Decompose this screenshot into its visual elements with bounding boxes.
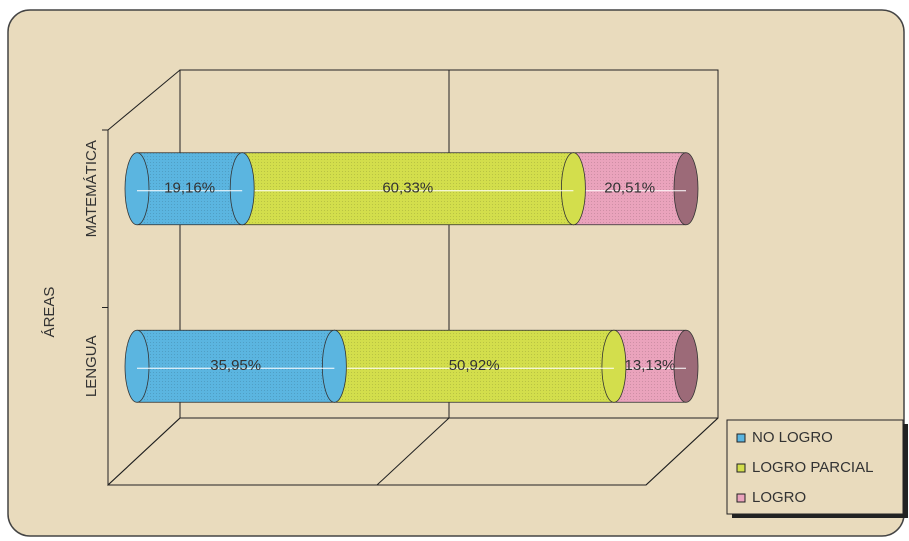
bar-segment <box>613 329 699 403</box>
bar-cap <box>673 329 699 403</box>
plot-walls <box>107 69 719 487</box>
legend: NO LOGRO LOGRO PARCIAL LOGRO <box>726 419 908 518</box>
bar-segment <box>124 329 347 403</box>
data-label: 35,95% <box>210 357 261 374</box>
legend-label: LOGRO PARCIAL <box>752 459 873 476</box>
bar-cap <box>229 152 255 226</box>
bar-texture <box>137 330 335 403</box>
legend-swatch <box>736 433 746 443</box>
bar-texture <box>573 152 686 225</box>
legend-swatch <box>736 493 746 503</box>
bar-segment <box>124 152 255 226</box>
legend-box <box>726 419 904 515</box>
legend-swatch <box>736 463 746 473</box>
y-tick-label: MATEMÁTICA <box>83 140 100 237</box>
bar-texture <box>242 152 574 225</box>
bar-segment <box>333 329 627 403</box>
data-label: 19,16% <box>164 180 215 197</box>
bar-cap <box>124 152 150 226</box>
bar-cap <box>321 329 347 403</box>
data-label: 50,92% <box>449 357 500 374</box>
bar-cap <box>561 152 586 226</box>
bar-segment <box>573 152 699 226</box>
data-label: 13,13% <box>625 357 676 374</box>
legend-label: NO LOGRO <box>752 429 833 446</box>
bar-cap <box>124 329 150 403</box>
bar-cap <box>601 329 627 403</box>
legend-label: LOGRO <box>752 489 806 506</box>
data-label: 60,33% <box>382 180 433 197</box>
grid-line <box>645 70 719 486</box>
bar-texture <box>137 152 243 225</box>
bar-texture <box>334 330 614 403</box>
y-axis-label: ÁREAS <box>41 287 58 338</box>
bar-segment <box>241 152 586 226</box>
y-tick-label: LENGUA <box>83 335 100 397</box>
chart-area <box>7 9 905 537</box>
bar-cap <box>673 152 699 226</box>
data-label: 20,51% <box>604 180 655 197</box>
